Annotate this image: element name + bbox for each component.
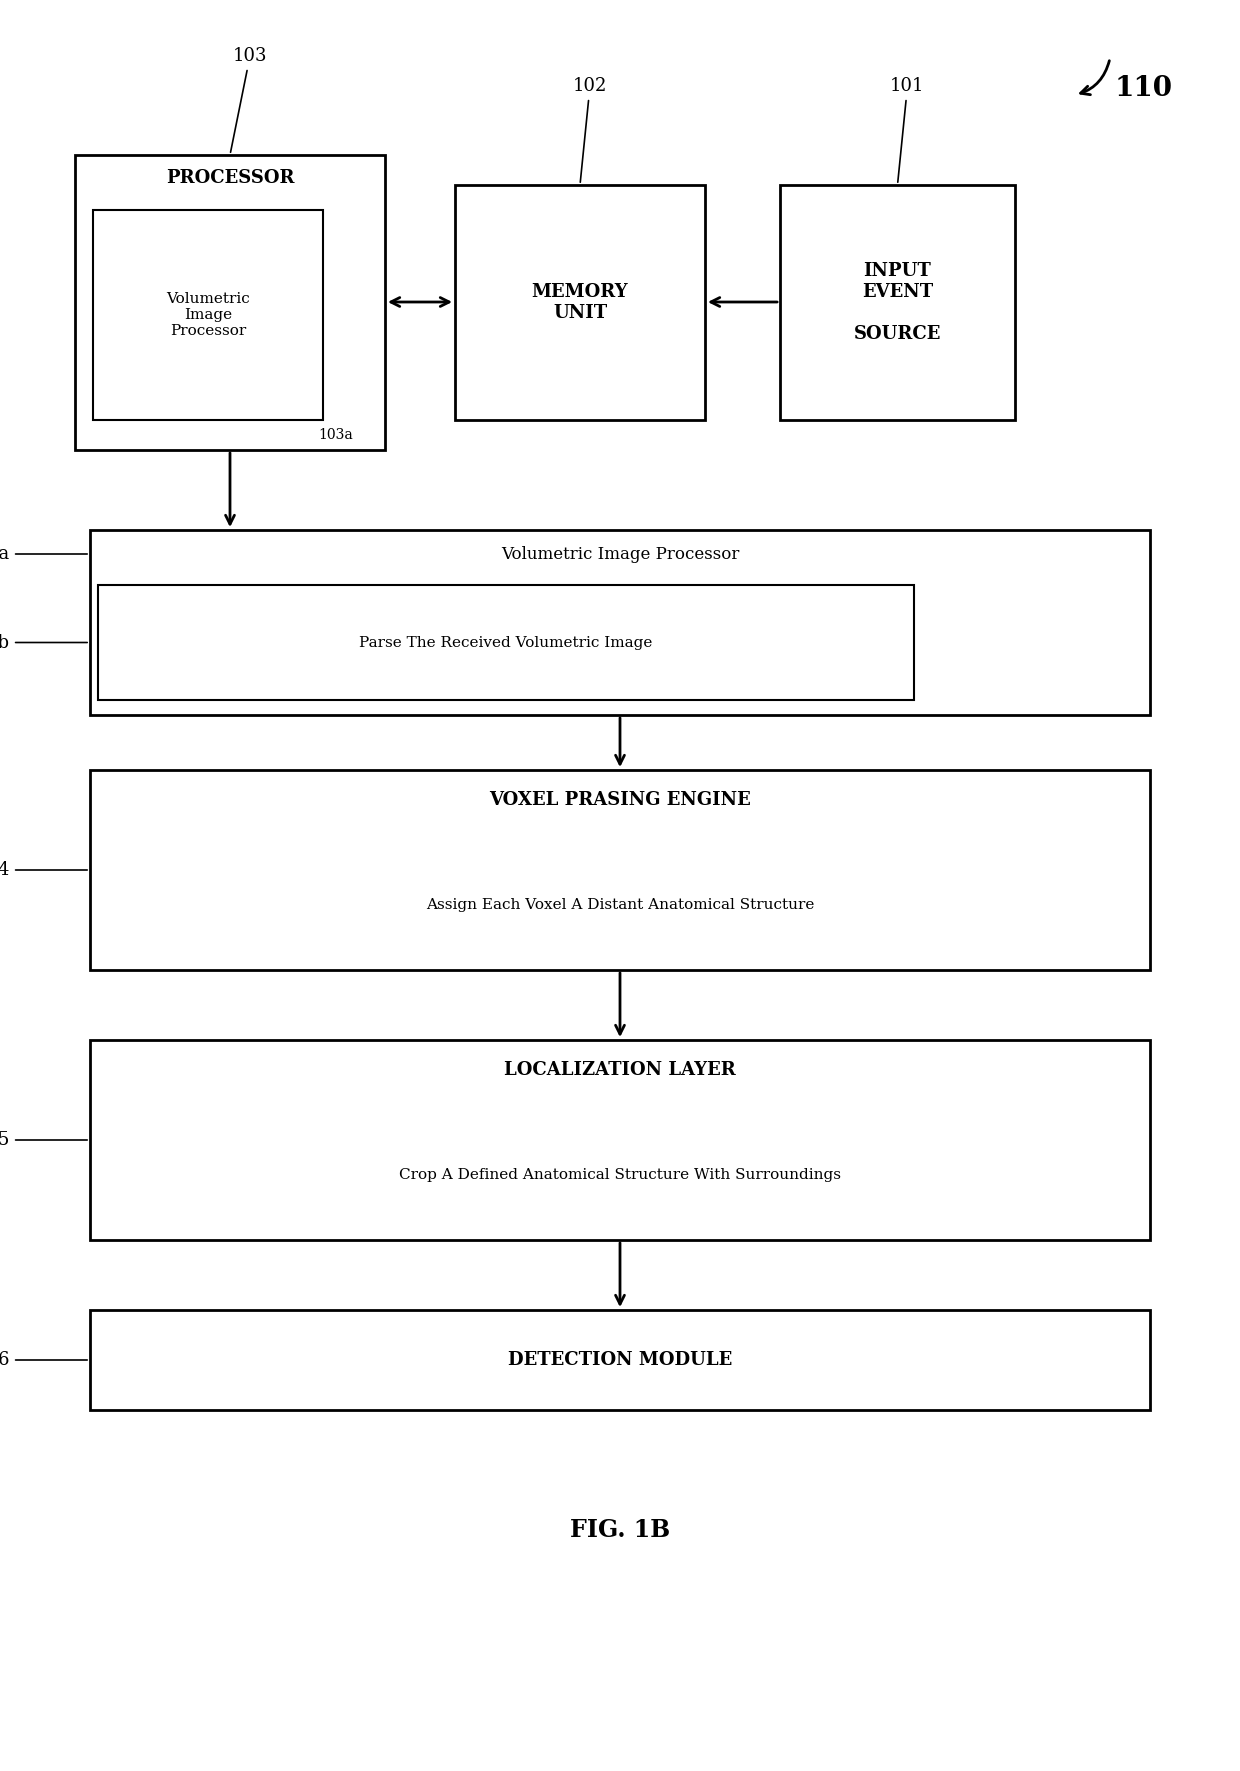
Bar — [455, 184, 706, 420]
Text: 103a: 103a — [0, 545, 87, 563]
Text: 103: 103 — [231, 48, 268, 152]
Text: 104: 104 — [0, 861, 87, 878]
Text: LOCALIZATION LAYER: LOCALIZATION LAYER — [505, 1061, 735, 1079]
Bar — [91, 1040, 1149, 1240]
Text: Volumetric
Image
Processor: Volumetric Image Processor — [166, 292, 250, 338]
Text: PROCESSOR: PROCESSOR — [166, 168, 294, 186]
Text: Crop A Defined Anatomical Structure With Surroundings: Crop A Defined Anatomical Structure With… — [399, 1169, 841, 1181]
Bar — [91, 770, 1149, 971]
Text: Parse The Received Volumetric Image: Parse The Received Volumetric Image — [360, 636, 652, 650]
Text: 110: 110 — [1115, 74, 1173, 103]
Text: Assign Each Voxel A Distant Anatomical Structure: Assign Each Voxel A Distant Anatomical S… — [425, 898, 815, 912]
Bar — [780, 184, 1016, 420]
Text: 103b: 103b — [0, 634, 87, 652]
Bar — [91, 1311, 1149, 1410]
Text: MEMORY
UNIT: MEMORY UNIT — [532, 283, 629, 322]
Bar — [98, 584, 914, 700]
Text: Volumetric Image Processor: Volumetric Image Processor — [501, 545, 739, 563]
Bar — [74, 156, 384, 450]
Text: DETECTION MODULE: DETECTION MODULE — [508, 1351, 732, 1369]
Text: 101: 101 — [890, 76, 925, 182]
Text: FIG. 1B: FIG. 1B — [570, 1518, 670, 1543]
Text: 106: 106 — [0, 1351, 87, 1369]
Text: 103a: 103a — [317, 429, 352, 443]
Text: 102: 102 — [573, 76, 608, 182]
Text: INPUT
EVENT

SOURCE: INPUT EVENT SOURCE — [854, 262, 941, 344]
Bar — [93, 211, 322, 420]
Text: 105: 105 — [0, 1132, 87, 1149]
Text: VOXEL PRASING ENGINE: VOXEL PRASING ENGINE — [489, 792, 751, 809]
Bar — [91, 530, 1149, 715]
